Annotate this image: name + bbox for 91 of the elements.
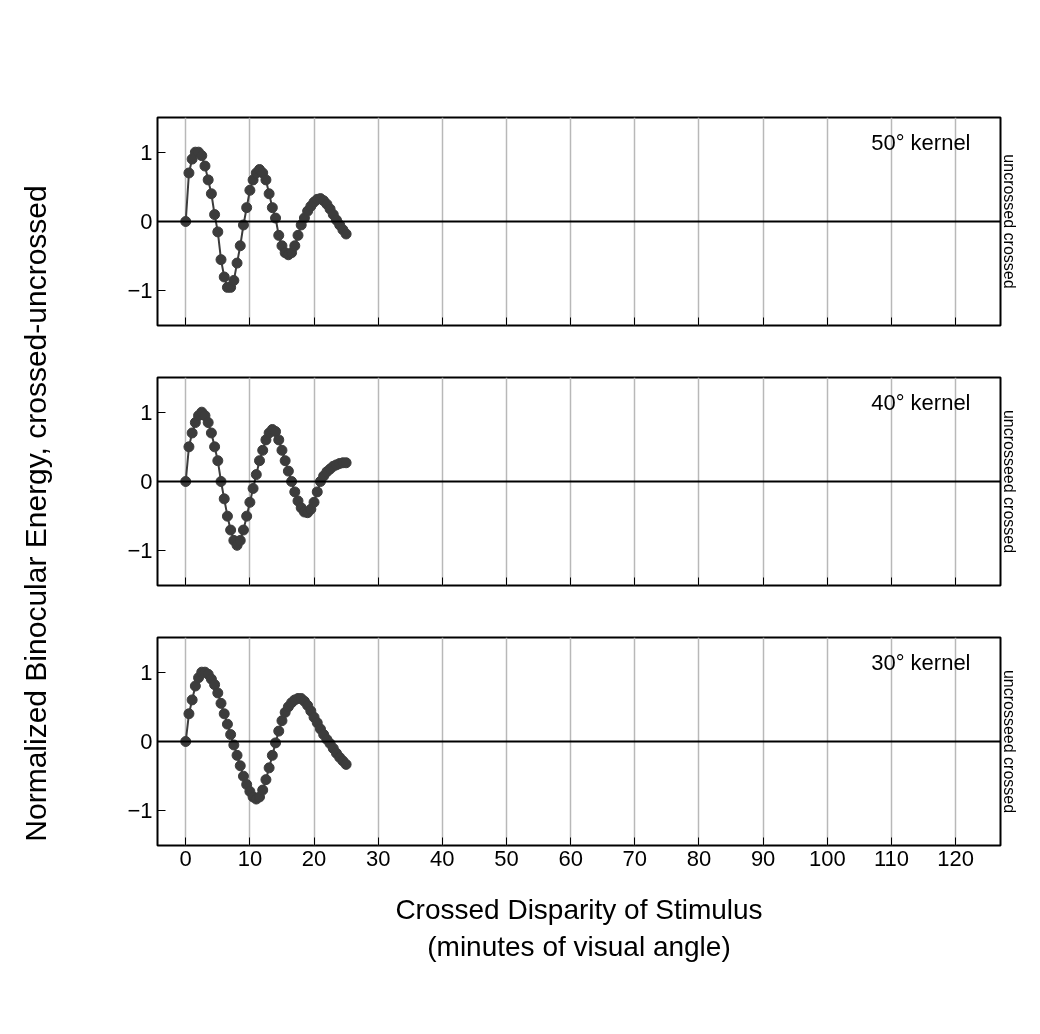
point — [212, 455, 224, 467]
point — [266, 749, 278, 761]
point — [183, 441, 195, 453]
point — [260, 174, 272, 186]
point — [260, 774, 272, 786]
y-tick-label: 0 — [140, 469, 153, 494]
x-tick-label: 30 — [365, 845, 391, 871]
point — [212, 687, 224, 699]
point — [202, 174, 214, 186]
x-tick-label: 100 — [808, 845, 846, 871]
point — [209, 209, 221, 221]
point — [215, 697, 227, 709]
y2-axis-title: uncrossed crossed — [1000, 154, 1018, 289]
x-tick-label: 60 — [558, 845, 583, 871]
point — [237, 770, 249, 782]
point — [308, 496, 320, 508]
point — [311, 486, 323, 498]
point — [241, 510, 253, 522]
point — [250, 469, 262, 481]
point — [237, 524, 249, 536]
x-tick-label: 20 — [301, 845, 327, 871]
y-tick-label: −1 — [127, 278, 153, 304]
point — [234, 240, 246, 252]
point — [241, 202, 253, 214]
y-tick-label: 0 — [140, 209, 153, 234]
y-axis-title: Normalized Binocular Energy, crossed-uncrossed — [19, 185, 52, 842]
point — [244, 496, 256, 508]
point — [254, 455, 266, 467]
y2-axis-title: uncrosseed crossed — [1000, 409, 1018, 554]
x-tick-label: 90 — [750, 845, 776, 871]
point — [257, 784, 269, 796]
point — [228, 274, 240, 286]
x-tick-label: 0 — [179, 845, 192, 871]
annotation: 30° kernel — [871, 649, 971, 675]
point — [205, 427, 217, 439]
point — [340, 228, 352, 240]
point — [266, 202, 278, 214]
point — [292, 229, 304, 241]
y-tick-label: 1 — [140, 139, 153, 165]
point — [273, 229, 285, 241]
point — [289, 486, 301, 498]
y-tick-label: 1 — [140, 659, 153, 685]
point — [289, 240, 301, 252]
point — [282, 465, 294, 477]
point — [189, 680, 201, 692]
point — [257, 444, 269, 456]
x-tick-label: 70 — [622, 845, 648, 871]
point — [276, 444, 288, 456]
point — [186, 427, 198, 439]
point — [183, 708, 195, 720]
y-tick-label: −1 — [127, 798, 153, 824]
point — [186, 694, 198, 706]
x-tick-label: 110 — [873, 845, 909, 871]
point — [212, 226, 224, 238]
point — [218, 708, 230, 720]
x-tick-label: 50 — [494, 845, 519, 871]
point — [276, 715, 288, 727]
point — [209, 441, 221, 453]
point — [221, 510, 233, 522]
y-tick-label: −1 — [127, 538, 153, 564]
point — [244, 184, 256, 196]
point — [225, 524, 237, 536]
x-axis-title: Crossed Disparity of Stimulus (minutes of visual angle) — [395, 893, 763, 962]
x-tick-label: 120 — [937, 845, 974, 871]
annotation: 40° kernel — [871, 389, 971, 415]
point — [183, 167, 195, 179]
point — [215, 254, 227, 266]
point — [199, 160, 211, 172]
point — [231, 257, 243, 269]
point — [225, 729, 237, 741]
x-tick-label: 40 — [430, 845, 455, 871]
point — [196, 150, 208, 162]
point — [218, 271, 230, 283]
point — [279, 455, 291, 467]
y-tick-label: 1 — [140, 399, 153, 425]
point — [218, 493, 230, 505]
point — [263, 188, 275, 200]
point — [273, 725, 285, 737]
point — [247, 482, 259, 494]
x-tick-label: 10 — [237, 845, 263, 871]
point — [221, 718, 233, 730]
point — [273, 434, 285, 446]
x-tick-label: 80 — [686, 845, 712, 871]
point — [263, 762, 275, 774]
point — [202, 417, 214, 429]
point — [231, 749, 243, 761]
point — [234, 760, 246, 772]
point — [205, 188, 217, 200]
annotation: 50° kernel — [871, 129, 971, 155]
y-tick-label: 0 — [140, 729, 153, 754]
y2-axis-title: uncrosseed crossed — [1000, 669, 1018, 814]
